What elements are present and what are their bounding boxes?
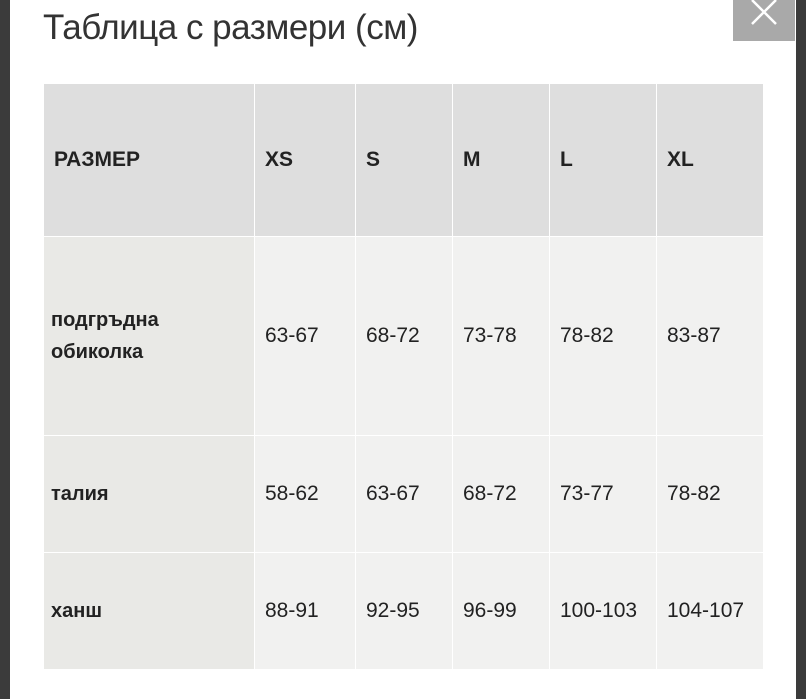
table-cell: 73-77 <box>549 435 657 553</box>
table-cell: 100-103 <box>549 552 657 670</box>
table-cell: 58-62 <box>254 435 356 553</box>
table-cell: 83-87 <box>656 236 764 436</box>
table-cell: 88-91 <box>254 552 356 670</box>
table-cell: 96-99 <box>452 552 550 670</box>
table-cell: 104-107 <box>656 552 764 670</box>
header-size: РАЗМЕР <box>43 83 255 237</box>
size-chart-modal: Таблица с размери (см) РАЗМЕР XS S M L X… <box>10 0 796 699</box>
close-x-icon <box>751 0 777 25</box>
header-xl: XL <box>656 83 764 237</box>
modal-title: Таблица с размери (см) <box>43 8 418 47</box>
header-m: M <box>452 83 550 237</box>
table-header-row: РАЗМЕР XS S M L XL <box>43 83 764 237</box>
table-row: подгръдна обиколка 63-67 68-72 73-78 78-… <box>43 236 764 436</box>
table-cell: 92-95 <box>355 552 453 670</box>
table-cell: 68-72 <box>355 236 453 436</box>
header-xs: XS <box>254 83 356 237</box>
row-label-text: подгръдна обиколка <box>51 309 159 363</box>
table-row: талия 58-62 63-67 68-72 73-77 78-82 <box>43 435 764 553</box>
row-label: ханш <box>43 552 255 670</box>
table-cell: 68-72 <box>452 435 550 553</box>
row-label: талия <box>43 435 255 553</box>
close-button[interactable] <box>733 0 795 41</box>
table-row: ханш 88-91 92-95 96-99 100-103 104-107 <box>43 552 764 670</box>
table-cell: 78-82 <box>656 435 764 553</box>
table-cell: 73-78 <box>452 236 550 436</box>
header-s: S <box>355 83 453 237</box>
table-cell: 63-67 <box>254 236 356 436</box>
table-cell: 63-67 <box>355 435 453 553</box>
size-table: РАЗМЕР XS S M L XL подгръдна обиколка 63… <box>43 83 764 670</box>
table-cell: 78-82 <box>549 236 657 436</box>
header-l: L <box>549 83 657 237</box>
row-label: подгръдна обиколка <box>43 236 255 436</box>
